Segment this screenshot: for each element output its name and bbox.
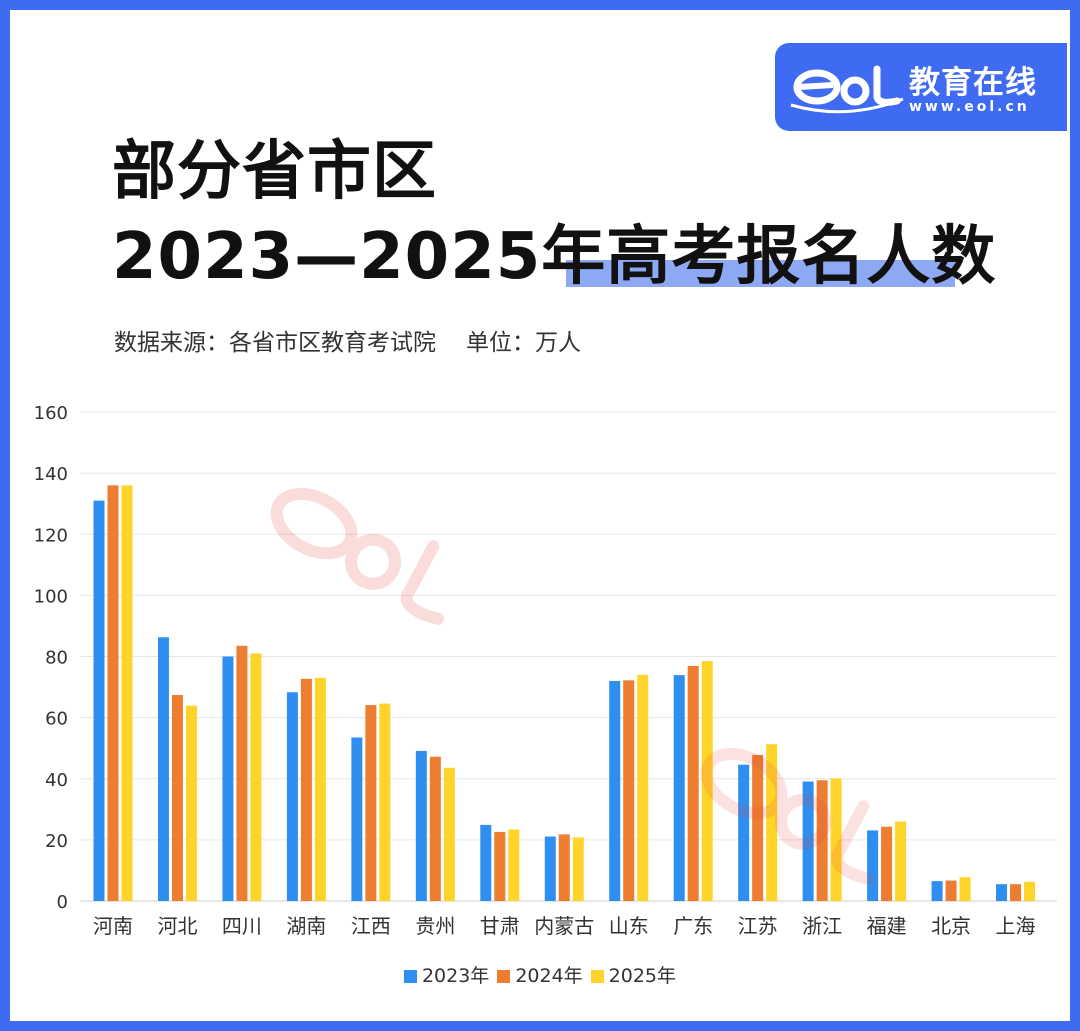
y-tick-label: 160 [34, 403, 68, 424]
bar [867, 830, 879, 901]
bar [609, 680, 621, 901]
x-tick-label: 江西 [351, 914, 391, 938]
bar [365, 705, 377, 901]
legend-swatch [403, 970, 417, 983]
x-tick-label: 甘肃 [480, 914, 520, 938]
y-tick-label: 140 [34, 464, 68, 485]
x-tick-label: 山东 [609, 914, 649, 938]
x-tick-label: 北京 [931, 914, 971, 938]
legend-item: 2023年 [403, 961, 490, 988]
bar [508, 829, 520, 901]
bar [121, 485, 133, 901]
bar [830, 778, 842, 901]
bar [766, 744, 778, 901]
bar [171, 695, 183, 901]
bar [544, 836, 556, 901]
bar [959, 877, 971, 901]
data-source-note: 数据来源：各省市区教育考试院 单位：万人 [114, 323, 581, 357]
legend-label: 2025年 [608, 965, 677, 987]
bar [1010, 884, 1022, 901]
x-tick-label: 贵州 [415, 914, 455, 938]
bar [222, 656, 234, 901]
legend-label: 2023年 [421, 965, 490, 987]
chart-legend: 2023年 2024年 2025年 [0, 961, 1080, 988]
bar [572, 837, 584, 901]
x-tick-label: 河南 [93, 914, 133, 938]
unit-text: 单位：万人 [466, 330, 581, 356]
page-title-line2: 2023—2025年高考报名人数 [112, 220, 997, 294]
bar [673, 675, 685, 901]
bar [881, 826, 893, 901]
y-tick-label: 120 [34, 525, 68, 546]
bar [314, 677, 326, 901]
brand-logo[interactable]: 教育在线 www.eol.cn [775, 43, 1067, 131]
bar [558, 834, 570, 901]
legend-swatch [497, 970, 511, 983]
bar [895, 821, 907, 901]
legend-item: 2025年 [590, 961, 677, 988]
bar [687, 665, 699, 901]
x-tick-label: 内蒙古 [534, 914, 594, 938]
brand-url: www.eol.cn [909, 99, 1030, 115]
bar [623, 680, 635, 901]
bar [802, 781, 814, 901]
legend-swatch [590, 970, 604, 983]
bar [300, 678, 312, 901]
bar [379, 703, 391, 901]
y-tick-label: 0 [57, 892, 68, 913]
legend-item: 2024年 [497, 961, 583, 988]
bar [185, 705, 197, 901]
page-title-line1: 部分省市区 [112, 135, 437, 209]
bar [996, 884, 1008, 901]
bar [236, 645, 248, 901]
bar [480, 824, 492, 901]
y-tick-label: 40 [45, 770, 68, 791]
bar [429, 756, 441, 901]
bar [443, 767, 455, 901]
x-tick-label: 江苏 [738, 914, 778, 938]
source-text: 数据来源：各省市区教育考试院 [114, 330, 436, 356]
bar [107, 485, 119, 901]
bar [1024, 881, 1036, 901]
bar [816, 780, 828, 901]
x-tick-label: 上海 [996, 914, 1036, 938]
bar [752, 754, 764, 901]
bar [93, 500, 105, 901]
x-tick-label: 福建 [867, 914, 907, 938]
x-tick-label: 湖南 [286, 914, 326, 938]
bar [351, 737, 363, 901]
y-tick-label: 60 [45, 709, 68, 730]
bar [415, 750, 427, 901]
x-tick-label: 广东 [673, 914, 713, 938]
x-tick-label: 河北 [157, 914, 197, 938]
y-tick-label: 100 [34, 586, 68, 607]
bar [945, 880, 957, 901]
eol-logo-icon [790, 65, 904, 114]
bar [494, 831, 506, 901]
bar [637, 674, 649, 901]
brand-name: 教育在线 [909, 65, 1037, 101]
bar [250, 653, 262, 901]
x-tick-label: 浙江 [802, 914, 842, 938]
title-highlight [566, 260, 955, 287]
x-tick-label: 四川 [222, 914, 262, 938]
y-tick-label: 20 [45, 831, 68, 852]
bar [286, 692, 298, 901]
bar [931, 881, 943, 901]
bar [738, 764, 750, 901]
y-tick-label: 80 [45, 648, 68, 669]
legend-label: 2024年 [515, 965, 583, 987]
bar [157, 637, 169, 901]
bar [701, 661, 713, 901]
